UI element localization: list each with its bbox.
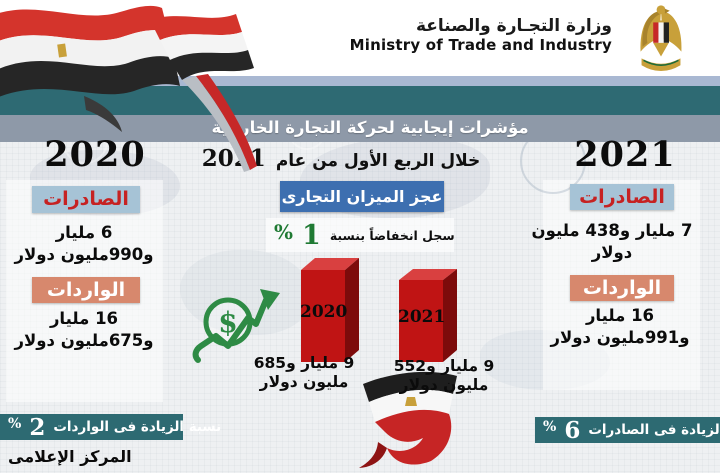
deficit-decrease-text: سجل انخفاضاً بنسبة <box>329 227 455 243</box>
growth-arrow-head <box>260 289 280 310</box>
left-imports-badge: الواردات <box>32 277 140 303</box>
left-exports-value: 6 مليار و990مليون دولار <box>14 223 154 265</box>
left-exports-badge: الصادرات <box>32 186 140 213</box>
right-exports-value: 7 مليار و438 مليون دولار <box>531 221 693 263</box>
ministry-name-arabic: وزارة التجـارة والصناعة <box>415 16 612 36</box>
percent-icon: % <box>543 419 557 435</box>
exports-increase-percent: 6 <box>564 416 581 444</box>
right-exports-badge: الصادرات <box>570 184 674 210</box>
percent-icon: % <box>274 220 294 244</box>
bar-2020 <box>301 258 359 362</box>
bar-2021 <box>399 269 457 362</box>
bar-2021-label: 2021 <box>398 307 446 327</box>
left-imports-value: 16 مليار و675مليون دولار <box>14 309 154 351</box>
trade-deficit-banner: عجز الميزان التجارى <box>280 181 444 212</box>
ministry-name-english: Ministry of Trade and Industry <box>349 36 612 54</box>
egypt-flag-ribbons <box>0 5 257 172</box>
bar-2021-value: 9 مليار و552 مليون دولار <box>393 357 495 395</box>
exports-increase-banner: % 6 نسبة الزيادة فى الصادرات <box>535 417 720 443</box>
exports-increase-label: نسبة الزيادة فى الصادرات <box>588 422 720 438</box>
bar-2020-label: 2020 <box>300 302 348 322</box>
subtitle-text: خلال الربع الأول من عام <box>275 151 481 171</box>
percent-icon: % <box>8 416 22 432</box>
deficit-decrease-percent: 1 <box>302 219 321 251</box>
imports-increase-label: نسبة الزيادة فى الواردات <box>53 419 222 435</box>
dollar-sign: $ <box>218 306 237 339</box>
right-imports-value: 16 مليار و991مليون دولار <box>550 306 690 348</box>
ministry-name: وزارة التجـارة والصناعة Ministry of Trad… <box>350 16 612 54</box>
right-imports-badge: الواردات <box>570 275 674 301</box>
left-year-2020: 2020 <box>44 134 146 175</box>
growth-arrow-line <box>192 297 269 363</box>
light-blue-band <box>0 76 720 86</box>
egypt-eagle-emblem <box>640 5 682 72</box>
infographic-title: مؤشرات إيجابية لحركة التجارة الخارجية <box>211 118 529 137</box>
right-year-2021: 2021 <box>574 134 676 175</box>
imports-increase-banner: % 2 نسبة الزيادة فى الواردات <box>0 413 221 441</box>
imports-increase-percent: 2 <box>29 413 46 441</box>
bar-2020-value: 9 مليار و685 مليون دولار <box>253 354 355 392</box>
dollar-growth-icon: $ <box>192 289 280 363</box>
egypt-flag-swirl <box>359 371 457 468</box>
media-center-credit: المركز الإعلامى <box>8 447 132 466</box>
deficit-decrease-note: % 1 سجل انخفاضاً بنسبة <box>266 218 455 252</box>
